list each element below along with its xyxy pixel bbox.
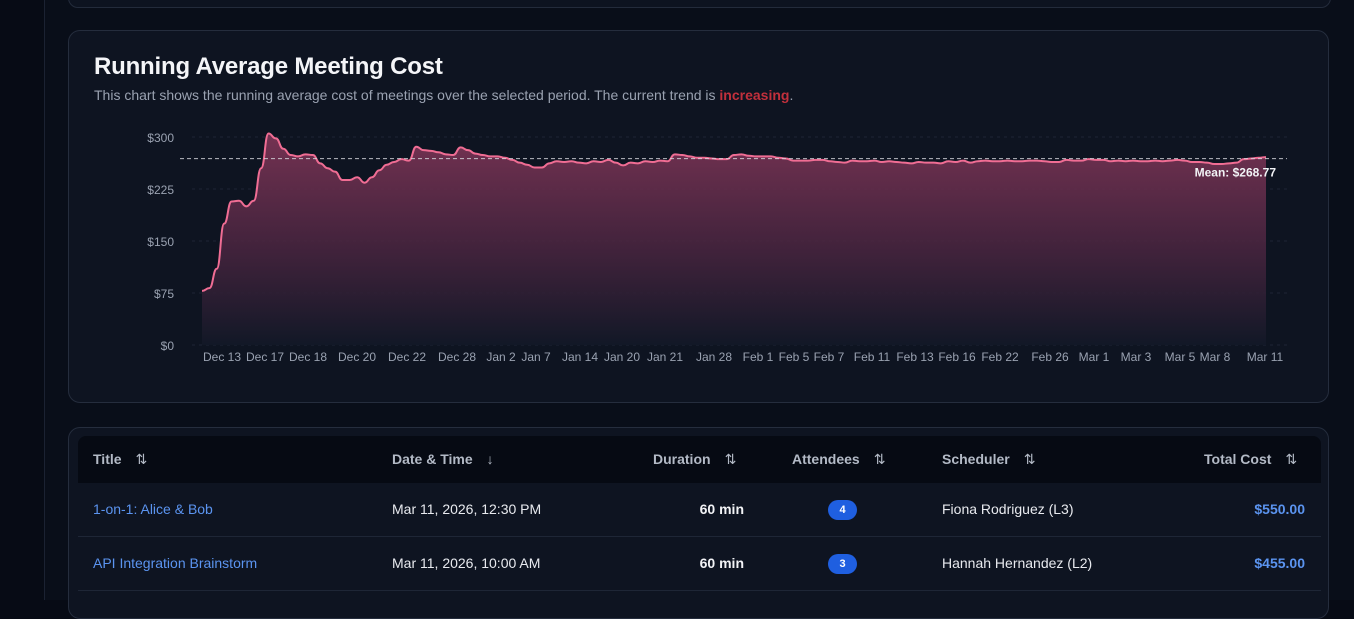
- header-title[interactable]: Title ⇅: [93, 436, 147, 483]
- x-tick-label: Feb 1: [743, 350, 774, 364]
- header-datetime-label: Date & Time: [392, 451, 473, 467]
- x-tick-label: Dec 20: [338, 350, 376, 364]
- x-tick-label: Dec 17: [246, 350, 284, 364]
- y-tick-label: $225: [147, 183, 174, 197]
- x-tick-label: Feb 11: [854, 350, 891, 364]
- attendees-badge: 4: [828, 500, 857, 520]
- left-sidebar: [0, 0, 45, 600]
- meeting-duration: 60 min: [699, 501, 744, 517]
- sort-icon[interactable]: ⇅: [1285, 451, 1298, 467]
- header-scheduler[interactable]: Scheduler ⇅: [942, 436, 1035, 483]
- meeting-total-cost: $455.00: [1254, 555, 1305, 571]
- x-tick-label: Jan 21: [647, 350, 683, 364]
- x-tick-label: Mar 11: [1247, 350, 1284, 364]
- attendees-badge: 3: [828, 554, 857, 574]
- running-average-chart: Mean: $268.77 $0$75$150$225$300 Dec 13 De…: [147, 131, 1287, 364]
- x-tick-label: Feb 7: [814, 350, 845, 364]
- area-layer: [201, 132, 1267, 345]
- area-fill: [202, 133, 1266, 345]
- meeting-scheduler: Fiona Rodriguez (L3): [942, 501, 1074, 517]
- sort-descending-icon[interactable]: ↓: [486, 451, 494, 467]
- sort-icon[interactable]: ⇅: [873, 451, 886, 467]
- meeting-scheduler: Hannah Hernandez (L2): [942, 555, 1093, 571]
- header-total-cost[interactable]: Total Cost ⇅: [1204, 436, 1297, 483]
- sort-icon[interactable]: ⇅: [1023, 451, 1036, 467]
- header-title-label: Title: [93, 451, 122, 467]
- meeting-total-cost: $550.00: [1254, 501, 1305, 517]
- table-row[interactable]: 1-on-1: Alice & Bob Mar 11, 2026, 12:30 …: [78, 483, 1321, 537]
- y-tick-label: $300: [147, 131, 174, 145]
- trend-indicator: increasing: [719, 87, 790, 103]
- y-axis: $0 $75 $150 $225 $300: [147, 131, 174, 353]
- x-tick-label: Mar 1: [1079, 350, 1110, 364]
- y-tick-label: $150: [147, 235, 174, 249]
- x-tick-label: Jan 2: [486, 350, 516, 364]
- meeting-title-link[interactable]: API Integration Brainstorm: [93, 555, 258, 571]
- header-duration-label: Duration: [653, 451, 711, 467]
- y-tick-label: $0: [161, 339, 175, 353]
- x-tick-label: Jan 28: [696, 350, 732, 364]
- main-content: Running Average Meeting Cost This chart …: [45, 0, 1354, 619]
- previous-card-edge: [68, 0, 1331, 8]
- chart-subtitle-text: This chart shows the running average cos…: [94, 87, 720, 103]
- chart-subtitle-end: .: [789, 87, 794, 103]
- series-line: [201, 132, 1267, 292]
- x-axis: Dec 13 Dec 17 Dec 18 Dec 20 Dec 22 Dec 28 Jan …: [203, 350, 1284, 364]
- mean-layer: Mean: $268.77: [180, 158, 1287, 180]
- meeting-title-link[interactable]: 1-on-1: Alice & Bob: [93, 501, 213, 517]
- x-tick-label: Feb 22: [981, 350, 1019, 364]
- x-tick-label: Mar 8: [1200, 350, 1231, 364]
- x-tick-label: Jan 14: [562, 350, 598, 364]
- x-tick-label: Jan 20: [604, 350, 640, 364]
- y-tick-label: $75: [154, 287, 174, 301]
- meeting-datetime: Mar 11, 2026, 12:30 PM: [392, 501, 542, 517]
- meeting-datetime: Mar 11, 2026, 10:00 AM: [392, 555, 541, 571]
- x-tick-label: Dec 22: [388, 350, 426, 364]
- x-tick-label: Dec 18: [289, 350, 327, 364]
- x-tick-label: Mar 3: [1121, 350, 1152, 364]
- x-tick-label: Dec 13: [203, 350, 241, 364]
- x-tick-label: Mar 5: [1165, 350, 1196, 364]
- header-attendees-label: Attendees: [792, 451, 860, 467]
- header-duration[interactable]: Duration ⇅: [653, 436, 736, 483]
- x-tick-label: Feb 5: [779, 350, 810, 364]
- header-attendees[interactable]: Attendees ⇅: [792, 436, 885, 483]
- x-tick-label: Dec 28: [438, 350, 476, 364]
- meeting-duration: 60 min: [699, 555, 744, 571]
- chart-subtitle: This chart shows the running average cos…: [94, 87, 793, 103]
- mean-label: Mean: $268.77: [1195, 166, 1277, 180]
- meetings-table-card: Title ⇅ Date & Time ↓ Duration ⇅ Attendees ⇅…: [68, 427, 1329, 619]
- running-average-chart-card: Running Average Meeting Cost This chart …: [68, 30, 1329, 403]
- header-scheduler-label: Scheduler: [942, 451, 1010, 467]
- header-datetime[interactable]: Date & Time ↓: [392, 436, 494, 483]
- x-tick-label: Feb 16: [938, 350, 976, 364]
- chart-title: Running Average Meeting Cost: [94, 53, 443, 80]
- x-tick-label: Jan 7: [521, 350, 551, 364]
- header-total-cost-label: Total Cost: [1204, 451, 1272, 467]
- sort-icon[interactable]: ⇅: [724, 451, 737, 467]
- table-row[interactable]: API Integration Brainstorm Mar 11, 2026,…: [78, 537, 1321, 591]
- x-tick-label: Feb 13: [896, 350, 934, 364]
- sort-icon[interactable]: ⇅: [135, 451, 148, 467]
- table-header: Title ⇅ Date & Time ↓ Duration ⇅ Attendees ⇅…: [78, 436, 1321, 483]
- x-tick-label: Feb 26: [1031, 350, 1069, 364]
